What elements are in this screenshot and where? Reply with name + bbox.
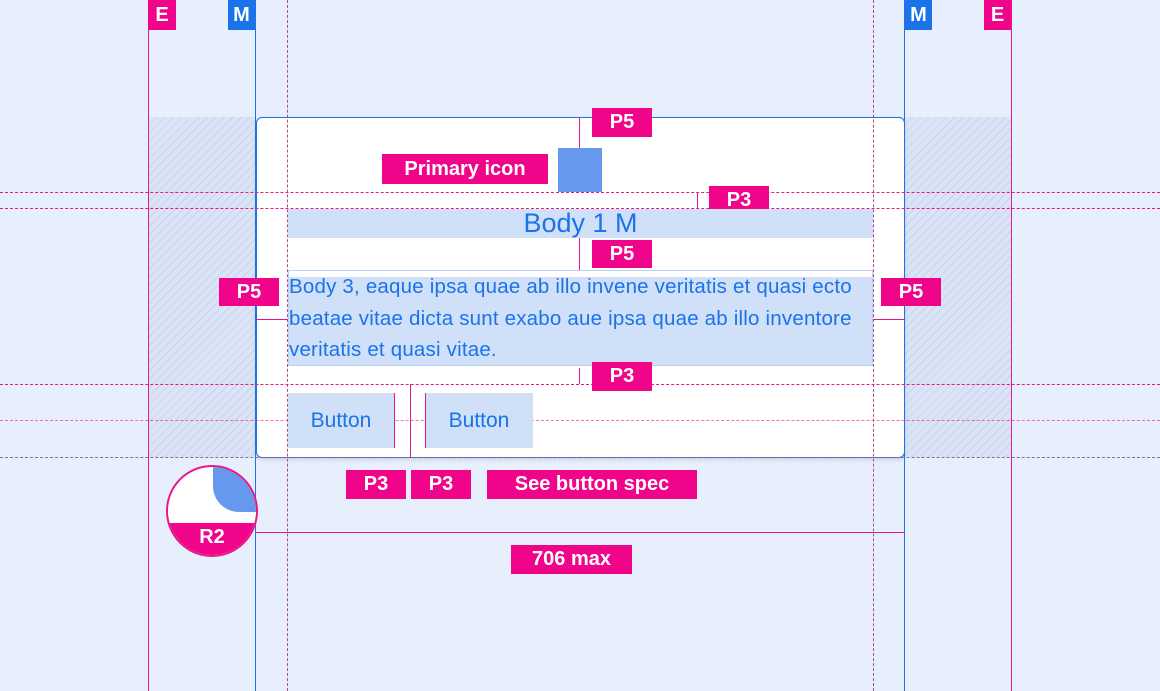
spacing-line [579,238,580,270]
margin-marker: M [905,0,932,30]
spacing-line [410,384,411,457]
card-title: Body 1 M [288,209,873,238]
button-1[interactable]: Button [288,393,394,448]
guide-line [0,208,1160,209]
margin-marker: M [228,0,255,30]
guide-line [0,420,1160,421]
content-guide-right [873,0,874,691]
guide-line [0,192,1160,193]
button-2[interactable]: Button [425,393,533,448]
guide-line [0,384,1160,385]
spacing-p5-left: P5 [219,278,279,306]
spacing-line [425,393,426,448]
spacing-line [873,319,904,320]
button-spec-label: See button spec [487,470,697,499]
edge-marker: E [984,0,1011,30]
spacing-line [579,117,580,148]
spacing-line [394,393,395,448]
edge-line-right [1011,0,1012,691]
spacing-line [579,368,580,384]
primary-icon-label: Primary icon [382,154,548,184]
content-guide-left [287,0,288,691]
spacing-line [256,319,288,320]
spacing-p5-title: P5 [592,240,652,268]
margin-line-right [904,0,905,691]
card-body: Body 3, eaque ipsa quae ab illo invene v… [288,270,873,366]
guide-line [0,457,1160,458]
margin-line-left [255,0,256,691]
radius-callout: R2 [166,465,258,557]
edge-marker: E [148,0,176,30]
primary-icon [558,148,602,192]
spacing-p5-top: P5 [592,108,652,137]
spacing-p5-right: P5 [881,278,941,306]
radius-label: R2 [168,523,256,555]
spacing-p3-body: P3 [592,362,652,391]
spacing-p3-button-left: P3 [346,470,406,499]
spacing-line [697,192,698,208]
max-width-label: 706 max [511,545,632,574]
max-width-line [256,532,904,533]
edge-line-left [148,0,149,691]
spacing-p3-button-right: P3 [411,470,471,499]
corner-radius-icon [213,467,256,512]
